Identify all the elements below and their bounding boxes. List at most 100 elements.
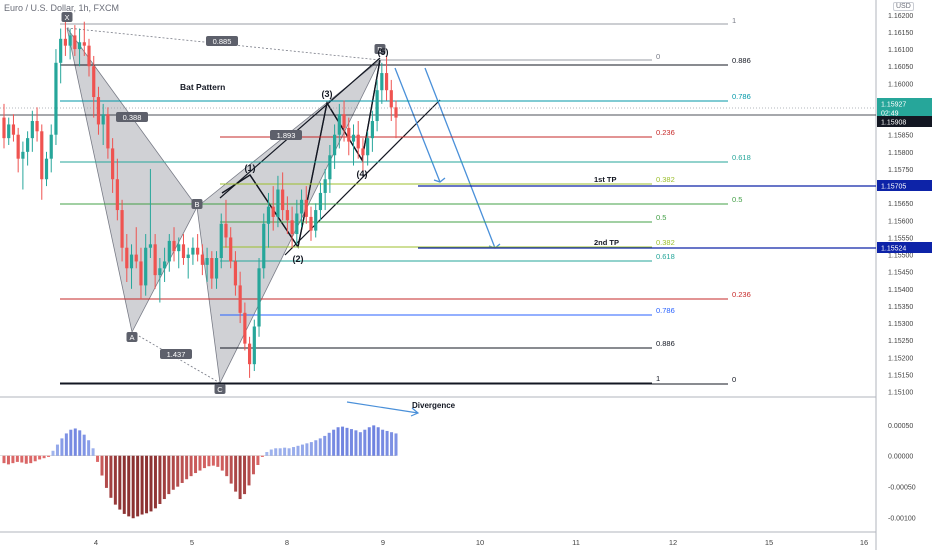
wave-3-label: (3)	[322, 89, 333, 99]
candle-body	[82, 42, 86, 46]
ratio-xa-label: 0.388	[123, 113, 142, 122]
osc-bar	[176, 455, 180, 487]
wave-4-label: (4)	[357, 169, 368, 179]
price-tick-label: 1.15600	[888, 218, 913, 225]
fib-level-label: 0.618	[732, 153, 751, 162]
time-tick-label: 10	[476, 538, 484, 547]
fib-level-label: 0	[732, 375, 736, 384]
osc-bar	[47, 455, 51, 457]
candle-body	[177, 244, 181, 252]
osc-bar	[33, 455, 37, 462]
candle-body	[144, 247, 148, 286]
countdown-badge: 02:49	[881, 111, 899, 118]
candle-body	[63, 38, 67, 46]
wave-5-label: (5)	[378, 47, 389, 57]
osc-bar	[198, 455, 202, 471]
candle-body	[44, 158, 49, 180]
osc-bar	[354, 430, 358, 456]
time-tick-label: 11	[572, 538, 580, 547]
price-tick-label: 1.15350	[888, 304, 913, 311]
price-tick-label: 1.16000	[888, 81, 913, 88]
candle-body	[380, 73, 384, 91]
ac-dotted-line	[131, 331, 221, 384]
osc-bar	[251, 455, 255, 475]
osc-bar	[314, 440, 318, 456]
point-c-label-bg	[214, 384, 226, 394]
candle-body	[243, 312, 247, 344]
divergence-label: Divergence	[412, 401, 456, 410]
osc-bar	[341, 426, 345, 456]
osc-bar	[24, 455, 28, 464]
candle-body	[271, 206, 275, 217]
osc-bar	[109, 455, 113, 498]
osc-bar	[153, 455, 157, 509]
osc-bar	[363, 429, 367, 456]
price-tick-label: 1.15400	[888, 287, 913, 294]
ratio-xa-label-bg	[116, 112, 148, 122]
currency-label[interactable]: USD	[893, 2, 914, 11]
osc-bar	[381, 429, 385, 456]
divergence-arrow-head	[410, 407, 420, 417]
osc-bar	[336, 427, 340, 456]
osc-tick-label: 0.00000	[888, 454, 913, 461]
price-tick-label: 1.16100	[888, 47, 913, 54]
osc-bar	[358, 432, 362, 456]
candle-body	[342, 114, 346, 128]
price-tick-label: 1.16150	[888, 30, 913, 37]
candle-body	[35, 121, 39, 132]
price-tick-label: 1.15650	[888, 201, 913, 208]
candle-body	[59, 38, 63, 63]
candle-body	[77, 42, 82, 50]
candle-body	[11, 124, 16, 135]
candle-body	[318, 192, 323, 211]
osc-bar	[318, 438, 322, 456]
osc-bar	[269, 449, 273, 456]
ratio-bc-label-bg	[160, 349, 192, 359]
chart-title: Euro / U.S. Dollar, 1h, FXCM	[4, 3, 120, 13]
osc-bar	[207, 455, 211, 467]
osc-bar	[323, 435, 327, 456]
osc-tick-label: -0.00100	[888, 516, 916, 523]
fib-level-label: 0.382	[656, 175, 675, 184]
fib-level-label: 0.886	[656, 339, 675, 348]
fib-0-label: 0	[656, 52, 660, 61]
osc-bar	[225, 455, 229, 477]
candle-body	[205, 258, 209, 265]
osc-tick-label: -0.00050	[888, 485, 916, 492]
wave-2-label: (2)	[293, 254, 304, 264]
osc-bar	[64, 433, 68, 456]
candle-body	[356, 134, 360, 149]
fib-level-label: 1	[656, 374, 660, 383]
point-c-label: C	[217, 385, 223, 394]
osc-bar	[296, 445, 300, 456]
tp1-price-badge: 1.15705	[881, 184, 906, 191]
osc-bar	[256, 455, 260, 465]
bat-pattern-label: Bat Pattern	[180, 82, 225, 92]
candle-body	[337, 114, 341, 135]
osc-bar	[11, 455, 15, 464]
osc-bar	[180, 455, 184, 483]
point-b-label-bg	[191, 199, 203, 209]
time-tick-label: 16	[860, 538, 868, 547]
price-tick-label: 1.15250	[888, 338, 913, 345]
osc-bar	[385, 430, 389, 456]
crosshair-price-badge-bg	[877, 116, 932, 127]
osc-bar	[305, 443, 309, 456]
candle-body	[351, 134, 356, 142]
candle-body	[96, 97, 101, 125]
candle-body	[214, 258, 219, 279]
candle-body	[257, 268, 261, 327]
osc-bar	[6, 455, 10, 465]
candle-body	[54, 62, 58, 135]
osc-bar	[2, 455, 6, 464]
projection-arrow	[394, 67, 441, 183]
candle-body	[68, 35, 72, 46]
osc-bar	[390, 432, 394, 456]
price-tick-label: 1.15500	[888, 253, 913, 260]
candle-body	[167, 240, 171, 262]
tp2-price-badge-bg	[877, 242, 932, 253]
candle-body	[162, 261, 167, 269]
osc-bar	[38, 455, 42, 460]
price-tick-label: 1.15850	[888, 133, 913, 140]
